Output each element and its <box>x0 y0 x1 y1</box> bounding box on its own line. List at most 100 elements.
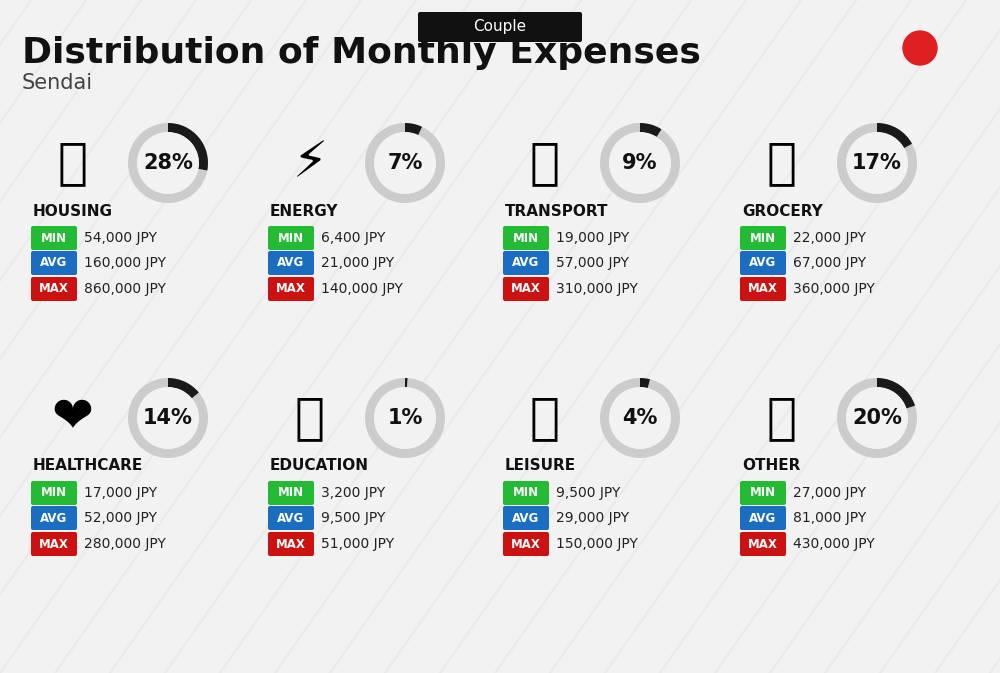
FancyBboxPatch shape <box>31 277 77 301</box>
Text: 6,400 JPY: 6,400 JPY <box>321 231 385 245</box>
Circle shape <box>375 133 435 193</box>
Text: 3,200 JPY: 3,200 JPY <box>321 486 385 500</box>
Text: 19,000 JPY: 19,000 JPY <box>556 231 629 245</box>
Text: MAX: MAX <box>511 538 541 551</box>
Text: MAX: MAX <box>276 538 306 551</box>
Text: 17,000 JPY: 17,000 JPY <box>84 486 157 500</box>
FancyBboxPatch shape <box>268 532 314 556</box>
Text: HOUSING: HOUSING <box>33 203 113 219</box>
Text: AVG: AVG <box>40 256 68 269</box>
Text: 860,000 JPY: 860,000 JPY <box>84 282 166 296</box>
Text: 280,000 JPY: 280,000 JPY <box>84 537 166 551</box>
Circle shape <box>138 133 198 193</box>
Text: MIN: MIN <box>278 487 304 499</box>
Wedge shape <box>877 123 912 148</box>
Wedge shape <box>600 378 680 458</box>
Text: 28%: 28% <box>143 153 193 173</box>
Wedge shape <box>128 378 208 458</box>
Text: MIN: MIN <box>41 232 67 244</box>
Text: AVG: AVG <box>749 256 777 269</box>
Wedge shape <box>168 378 199 398</box>
Wedge shape <box>365 378 445 458</box>
Wedge shape <box>837 378 917 458</box>
FancyBboxPatch shape <box>740 481 786 505</box>
Circle shape <box>847 388 907 448</box>
Text: AVG: AVG <box>512 256 540 269</box>
Text: MAX: MAX <box>276 283 306 295</box>
Text: 💰: 💰 <box>767 394 797 442</box>
Text: 57,000 JPY: 57,000 JPY <box>556 256 629 270</box>
FancyBboxPatch shape <box>740 532 786 556</box>
Wedge shape <box>168 123 208 170</box>
FancyBboxPatch shape <box>268 226 314 250</box>
Circle shape <box>610 133 670 193</box>
Text: EDUCATION: EDUCATION <box>270 458 369 474</box>
Text: 430,000 JPY: 430,000 JPY <box>793 537 875 551</box>
Text: 20%: 20% <box>852 408 902 428</box>
Text: 9%: 9% <box>622 153 658 173</box>
Text: HEALTHCARE: HEALTHCARE <box>33 458 143 474</box>
Text: MAX: MAX <box>39 538 69 551</box>
Wedge shape <box>640 378 650 388</box>
Wedge shape <box>405 378 408 387</box>
Text: TRANSPORT: TRANSPORT <box>505 203 608 219</box>
Text: AVG: AVG <box>277 256 305 269</box>
Text: MAX: MAX <box>511 283 541 295</box>
Text: OTHER: OTHER <box>742 458 800 474</box>
Text: MIN: MIN <box>513 487 539 499</box>
FancyBboxPatch shape <box>503 506 549 530</box>
Text: GROCERY: GROCERY <box>742 203 823 219</box>
FancyBboxPatch shape <box>503 481 549 505</box>
Text: 🚌: 🚌 <box>530 139 560 187</box>
Text: MAX: MAX <box>748 538 778 551</box>
FancyBboxPatch shape <box>503 226 549 250</box>
Wedge shape <box>128 123 208 203</box>
Circle shape <box>138 388 198 448</box>
FancyBboxPatch shape <box>740 506 786 530</box>
Text: 🛒: 🛒 <box>767 139 797 187</box>
FancyBboxPatch shape <box>418 12 582 42</box>
Text: Couple: Couple <box>473 20 527 34</box>
Text: 9,500 JPY: 9,500 JPY <box>556 486 620 500</box>
FancyBboxPatch shape <box>268 506 314 530</box>
Text: MIN: MIN <box>750 487 776 499</box>
Text: ENERGY: ENERGY <box>270 203 338 219</box>
Text: 81,000 JPY: 81,000 JPY <box>793 511 866 525</box>
Text: MAX: MAX <box>39 283 69 295</box>
Text: 1%: 1% <box>387 408 423 428</box>
Text: 67,000 JPY: 67,000 JPY <box>793 256 866 270</box>
Text: 14%: 14% <box>143 408 193 428</box>
Text: 360,000 JPY: 360,000 JPY <box>793 282 875 296</box>
Wedge shape <box>405 123 422 135</box>
Circle shape <box>375 388 435 448</box>
Text: 🏢: 🏢 <box>58 139 88 187</box>
FancyBboxPatch shape <box>31 532 77 556</box>
FancyBboxPatch shape <box>268 251 314 275</box>
Text: MIN: MIN <box>750 232 776 244</box>
FancyBboxPatch shape <box>31 506 77 530</box>
Text: 4%: 4% <box>622 408 658 428</box>
Text: 52,000 JPY: 52,000 JPY <box>84 511 157 525</box>
FancyBboxPatch shape <box>740 251 786 275</box>
Text: 140,000 JPY: 140,000 JPY <box>321 282 403 296</box>
Circle shape <box>847 133 907 193</box>
FancyBboxPatch shape <box>31 226 77 250</box>
Text: 160,000 JPY: 160,000 JPY <box>84 256 166 270</box>
Text: 150,000 JPY: 150,000 JPY <box>556 537 638 551</box>
Wedge shape <box>837 123 917 203</box>
Text: AVG: AVG <box>277 511 305 524</box>
Text: AVG: AVG <box>512 511 540 524</box>
Text: 21,000 JPY: 21,000 JPY <box>321 256 394 270</box>
Text: ❤️: ❤️ <box>52 394 94 442</box>
Text: 17%: 17% <box>852 153 902 173</box>
FancyBboxPatch shape <box>503 277 549 301</box>
Text: 310,000 JPY: 310,000 JPY <box>556 282 638 296</box>
Text: AVG: AVG <box>749 511 777 524</box>
Circle shape <box>610 388 670 448</box>
Text: 54,000 JPY: 54,000 JPY <box>84 231 157 245</box>
Text: 9,500 JPY: 9,500 JPY <box>321 511 385 525</box>
Wedge shape <box>640 123 661 137</box>
FancyBboxPatch shape <box>503 251 549 275</box>
FancyBboxPatch shape <box>268 277 314 301</box>
Text: 22,000 JPY: 22,000 JPY <box>793 231 866 245</box>
